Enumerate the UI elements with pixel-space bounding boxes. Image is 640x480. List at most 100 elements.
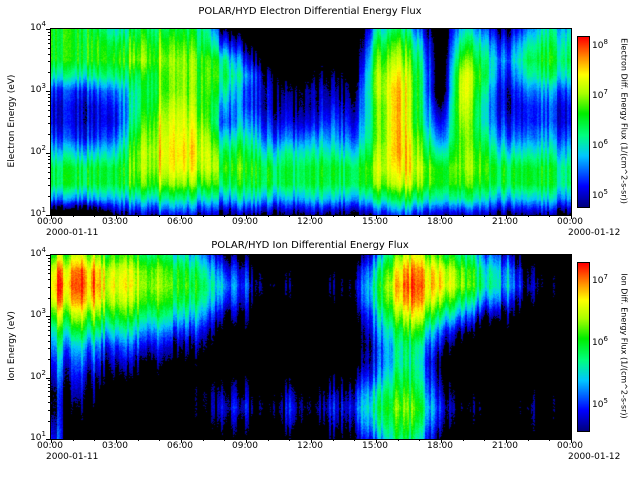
- y-minor-tick-mark: [48, 109, 50, 111]
- electron-y-tick-labels: 101 102 103 104: [18, 21, 48, 220]
- x-minor-tick-mark: [462, 439, 464, 441]
- x-tick-mark: [181, 439, 182, 443]
- y-minor-tick-mark: [48, 185, 50, 187]
- x-tick-mark: [441, 215, 442, 219]
- y-tick-mark: [46, 29, 50, 30]
- y-minor-tick-mark: [48, 334, 50, 336]
- x-tick-mark: [376, 215, 377, 219]
- y-tick-mark: [46, 439, 50, 440]
- electron-start-date-label: 2000-01-11: [46, 228, 99, 238]
- y-minor-tick-mark: [48, 166, 50, 168]
- y-minor-tick-mark: [48, 409, 50, 411]
- y-tick-label: 101: [30, 206, 46, 220]
- x-tick-label: 00:00: [37, 441, 63, 451]
- y-minor-tick-mark: [48, 177, 50, 179]
- y-tick-label: 104: [30, 20, 46, 34]
- x-minor-tick-mark: [267, 215, 269, 217]
- electron-spectrogram-plot: [46, 28, 572, 219]
- x-minor-tick-mark: [419, 439, 421, 441]
- ion-spectrogram-canvas: [51, 255, 571, 439]
- y-minor-tick-mark: [48, 264, 50, 266]
- x-tick-label: 03:00: [102, 441, 128, 451]
- y-tick-label: 102: [30, 368, 46, 382]
- y-tick-label: 101: [30, 430, 46, 444]
- x-minor-tick-mark: [202, 215, 204, 217]
- x-tick-label: 06:00: [167, 217, 193, 227]
- y-minor-tick-mark: [48, 348, 50, 350]
- electron-colorbar: [577, 36, 590, 208]
- x-tick-mark: [246, 439, 247, 443]
- ion-spectrogram-plot: [46, 254, 572, 443]
- x-tick-label: 09:00: [232, 441, 258, 451]
- y-minor-tick-mark: [48, 31, 50, 33]
- colorbar-tick-label: 105: [592, 188, 608, 202]
- x-tick-label: 21:00: [492, 217, 518, 227]
- y-minor-tick-mark: [48, 162, 50, 164]
- x-tick-mark: [571, 215, 572, 219]
- y-minor-tick-mark: [48, 319, 50, 321]
- y-minor-tick-mark: [48, 155, 50, 157]
- x-tick-label: 00:00: [557, 217, 583, 227]
- y-tick-mark: [46, 377, 50, 379]
- y-minor-tick-mark: [48, 260, 50, 262]
- x-tick-mark: [376, 439, 377, 443]
- y-tick-label: 102: [30, 144, 46, 158]
- electron-end-date-label: 2000-01-12: [568, 228, 621, 238]
- x-tick-mark: [116, 215, 117, 219]
- y-tick-mark: [46, 153, 50, 154]
- ion-colorbar-tick-labels: 107 106 105: [592, 262, 620, 430]
- x-tick-label: 06:00: [167, 441, 193, 451]
- x-tick-mark: [441, 439, 442, 443]
- x-minor-tick-mark: [397, 215, 399, 217]
- y-minor-tick-mark: [48, 97, 50, 98]
- x-tick-mark: [571, 439, 572, 443]
- y-minor-tick-mark: [48, 47, 50, 49]
- y-minor-tick-mark: [48, 61, 50, 63]
- x-minor-tick-mark: [94, 215, 96, 217]
- y-minor-tick-mark: [48, 359, 50, 361]
- x-minor-tick-mark: [462, 215, 464, 217]
- x-tick-mark: [506, 439, 507, 443]
- x-tick-label: 00:00: [37, 217, 63, 227]
- ion-colorbar-canvas: [578, 263, 589, 431]
- x-tick-label: 15:00: [362, 441, 388, 451]
- x-minor-tick-mark: [202, 439, 204, 441]
- electron-panel-title: POLAR/HYD Electron Differential Energy F…: [198, 6, 422, 17]
- x-minor-tick-mark: [159, 215, 161, 217]
- x-tick-label: 12:00: [297, 217, 323, 227]
- colorbar-tick-label: 105: [592, 397, 608, 411]
- electron-colorbar-canvas: [578, 37, 589, 207]
- y-minor-tick-mark: [48, 322, 50, 324]
- x-minor-tick-mark: [527, 439, 529, 441]
- y-minor-tick-mark: [48, 159, 50, 160]
- x-tick-mark: [51, 215, 52, 219]
- y-minor-tick-mark: [48, 329, 50, 331]
- x-tick-label: 00:00: [557, 441, 583, 451]
- y-tick-label: 104: [30, 246, 46, 260]
- x-minor-tick-mark: [289, 215, 291, 217]
- x-minor-tick-mark: [137, 215, 139, 217]
- y-minor-tick-mark: [48, 396, 50, 398]
- y-minor-tick-mark: [48, 273, 50, 275]
- x-minor-tick-mark: [484, 439, 486, 441]
- x-tick-mark: [116, 439, 117, 443]
- y-minor-tick-mark: [48, 340, 50, 342]
- colorbar-tick-label: 107: [592, 272, 608, 286]
- electron-colorbar-label: Electron Diff. Energy Flux (1/(cm^2-s-sr…: [619, 38, 629, 204]
- y-minor-tick-mark: [48, 35, 50, 36]
- x-minor-tick-mark: [549, 215, 551, 217]
- y-minor-tick-mark: [48, 115, 50, 117]
- colorbar-tick-label: 106: [592, 334, 608, 348]
- x-minor-tick-mark: [289, 439, 291, 441]
- y-minor-tick-mark: [48, 383, 50, 385]
- x-tick-mark: [506, 215, 507, 219]
- ion-x-tick-labels: 00:00 03:00 06:00 09:00 12:00 15:00 18:00 21:00…: [37, 441, 583, 452]
- x-minor-tick-mark: [332, 439, 334, 441]
- y-tick-mark: [46, 255, 50, 256]
- electron-x-tick-labels: 00:00 03:00 06:00 09:00 12:00 15:00 18:00 21:00…: [37, 217, 583, 228]
- x-minor-tick-mark: [94, 439, 96, 441]
- ion-y-axis-label: Ion Energy (eV): [7, 311, 17, 381]
- y-minor-tick-mark: [48, 402, 50, 404]
- x-tick-mark: [311, 215, 312, 219]
- x-minor-tick-mark: [72, 215, 74, 217]
